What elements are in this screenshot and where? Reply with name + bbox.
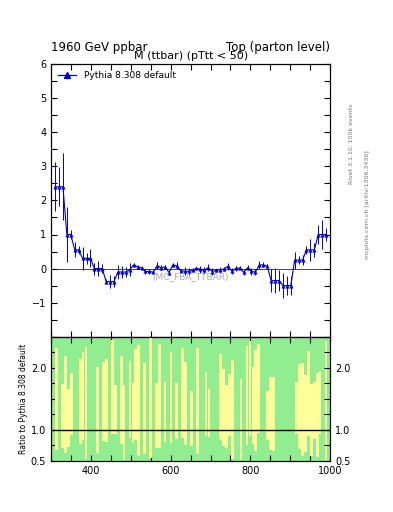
Bar bbox=[82, 352, 84, 440]
Text: Rivet 3.1.10, 100k events: Rivet 3.1.10, 100k events bbox=[349, 103, 354, 183]
Bar bbox=[120, 356, 123, 444]
Bar bbox=[319, 372, 321, 434]
Bar bbox=[164, 381, 166, 442]
Bar bbox=[51, 337, 330, 461]
Bar bbox=[190, 391, 193, 446]
Bar bbox=[249, 341, 251, 436]
Bar bbox=[266, 391, 269, 440]
Bar bbox=[304, 375, 307, 453]
Bar bbox=[181, 348, 184, 438]
Bar bbox=[316, 373, 319, 457]
Bar bbox=[138, 345, 140, 456]
Bar bbox=[298, 364, 301, 450]
Bar bbox=[196, 348, 198, 454]
Bar bbox=[55, 348, 58, 451]
Bar bbox=[252, 367, 254, 444]
Bar bbox=[325, 342, 327, 460]
Text: mcplots.cern.ch [arXiv:1306.3436]: mcplots.cern.ch [arXiv:1306.3436] bbox=[365, 151, 370, 259]
Bar bbox=[313, 382, 316, 439]
Bar bbox=[169, 352, 172, 443]
Bar bbox=[310, 383, 313, 456]
Bar bbox=[149, 338, 152, 458]
Bar bbox=[158, 344, 161, 449]
Bar bbox=[85, 347, 87, 459]
Bar bbox=[105, 359, 108, 442]
Bar bbox=[102, 362, 105, 441]
Bar bbox=[301, 362, 304, 456]
Bar bbox=[184, 362, 187, 444]
Bar bbox=[70, 373, 73, 435]
Bar bbox=[254, 350, 257, 452]
Bar bbox=[257, 344, 260, 433]
Bar bbox=[64, 356, 67, 453]
Text: (MC_FBA_TTBAR): (MC_FBA_TTBAR) bbox=[152, 272, 229, 281]
Bar bbox=[123, 385, 125, 460]
Bar bbox=[155, 383, 158, 448]
Y-axis label: Ratio to Pythia 8.308 default: Ratio to Pythia 8.308 default bbox=[19, 344, 28, 454]
Bar bbox=[225, 385, 228, 448]
Bar bbox=[231, 359, 234, 459]
Text: Top (parton level): Top (parton level) bbox=[226, 41, 330, 54]
Bar bbox=[296, 382, 298, 434]
Bar bbox=[134, 349, 137, 440]
Bar bbox=[246, 346, 248, 445]
Bar bbox=[143, 363, 146, 454]
Bar bbox=[67, 389, 70, 447]
Bar bbox=[79, 359, 82, 444]
Bar bbox=[208, 389, 210, 437]
Bar bbox=[132, 383, 134, 443]
Bar bbox=[129, 360, 131, 438]
Bar bbox=[114, 386, 117, 434]
Bar bbox=[219, 354, 222, 440]
Bar bbox=[307, 351, 310, 436]
Bar bbox=[269, 377, 272, 451]
Legend: Pythia 8.308 default: Pythia 8.308 default bbox=[55, 69, 178, 83]
Bar bbox=[205, 372, 208, 436]
Bar bbox=[240, 379, 242, 460]
Text: 1960 GeV ppbar: 1960 GeV ppbar bbox=[51, 41, 148, 54]
Text: M (ttbar) (pTtt < 50): M (ttbar) (pTtt < 50) bbox=[134, 51, 248, 61]
Bar bbox=[96, 367, 99, 453]
Bar bbox=[228, 374, 231, 436]
Bar bbox=[61, 385, 64, 448]
Bar bbox=[272, 377, 275, 451]
Bar bbox=[175, 383, 178, 439]
Bar bbox=[222, 369, 225, 445]
Bar bbox=[111, 340, 114, 434]
